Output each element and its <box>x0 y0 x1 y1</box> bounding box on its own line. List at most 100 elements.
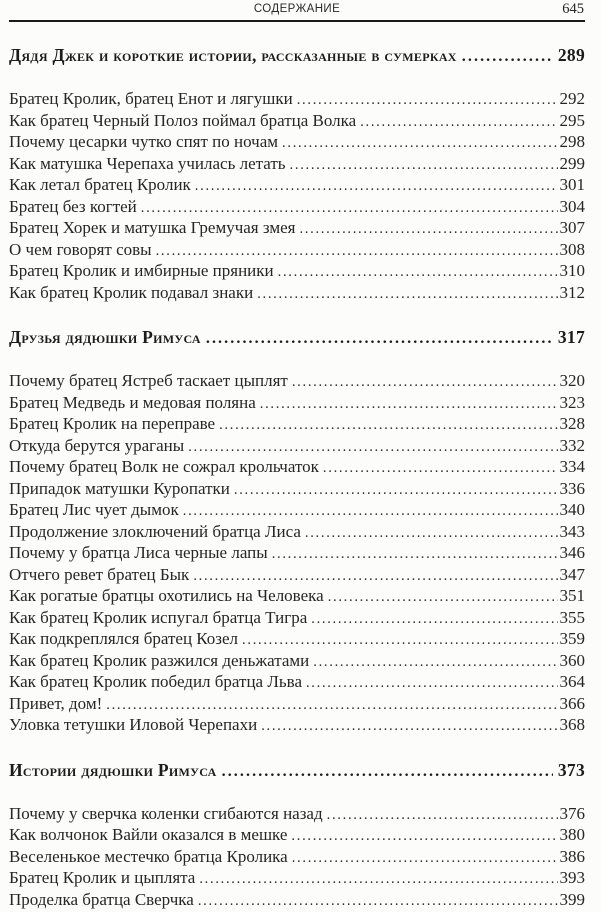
entry-page-number: 368 <box>559 715 586 734</box>
dot-leader <box>297 88 558 112</box>
toc-entry: Откуда берутся ураганы 332 <box>9 435 585 457</box>
section-heading: Дядя Джек и короткие истории, рассказанн… <box>9 44 585 68</box>
entry-title: Привет, дом! <box>9 693 103 713</box>
toc-entry: Братец Кролик и цыплята 393 <box>9 867 585 889</box>
entry-page-number: 310 <box>559 261 586 280</box>
section-page-number: 289 <box>557 45 585 65</box>
entry-title: Братец Лис чует дымок <box>9 500 179 519</box>
toc-entry: Как рогатые братцы охотились на Человека… <box>9 585 585 607</box>
entry-title: Как рогатые братцы охотились на Человека <box>9 586 324 605</box>
section-title: Истории дядюшки Римуса <box>9 759 217 780</box>
toc-section: Друзья дядюшки Римуса 317 Почему братец … <box>9 326 585 736</box>
entry-page-number: 312 <box>559 282 586 302</box>
entry-title: Почему у братца Лиса черные лапы <box>9 543 268 562</box>
dot-leader <box>260 392 558 416</box>
entry-title: Братец без когтей <box>9 196 137 216</box>
toc-entry: Братец Медведь и медовая поляна 323 <box>9 392 585 414</box>
entry-page-number: 308 <box>559 239 586 259</box>
entry-title: Продолжение злоключений братца Лиса <box>9 521 301 541</box>
entry-page-number: 364 <box>559 672 586 691</box>
section-title: Дядя Джек и короткие истории, рассказанн… <box>9 45 457 65</box>
entry-page-number: 336 <box>559 478 586 498</box>
entry-page-number: 298 <box>559 132 586 151</box>
toc-entry: Как летал братец Кролик 301 <box>9 174 585 196</box>
toc-entry: Как братец Кролик победил братца Льва 36… <box>9 671 585 693</box>
entry-title: Уловка тетушки Иловой Черепахи <box>9 715 258 734</box>
dot-leader <box>299 217 558 241</box>
entry-page-number: 340 <box>559 500 586 519</box>
toc-entry: Братец без когтей 304 <box>9 196 585 218</box>
entry-page-number: 334 <box>559 457 586 476</box>
entry-title: Как братец Кролик победил братца Льва <box>9 672 302 691</box>
dot-leader <box>292 846 558 870</box>
entry-title: Откуда берутся ураганы <box>9 435 185 455</box>
toc-entry: Почему цесарки чутко спят по ночам 298 <box>9 131 585 153</box>
entry-title: Как братец Кролик испугал братца Тигра <box>9 607 308 627</box>
dot-leader <box>282 131 558 155</box>
toc-entry: Братец Кролик, братец Енот и лягушки 292 <box>9 88 585 110</box>
entry-page-number: 320 <box>559 371 586 390</box>
toc-section: Дядя Джек и короткие истории, рассказанн… <box>9 44 585 303</box>
entry-page-number: 393 <box>559 868 586 887</box>
entry-page-number: 355 <box>559 607 586 627</box>
entry-title: Веселенькое местечко братца Кролика <box>9 846 288 866</box>
entry-page-number: 376 <box>559 803 586 823</box>
entry-title: Братец Хорек и матушка Гремучая змея <box>9 218 296 237</box>
toc-entry: Братец Кролик и имбирные пряники 310 <box>9 260 585 282</box>
dot-leader <box>188 435 558 459</box>
entry-title: Как матушка Черепаха училась летать <box>9 153 286 173</box>
entry-title: Отчего ревет братец Бык <box>9 564 190 584</box>
entry-title: Почему братец Ястреб таскает цыплят <box>9 371 288 390</box>
dot-leader <box>291 824 558 848</box>
toc-entry: Братец Хорек и матушка Гремучая змея 307 <box>9 217 585 239</box>
entry-title: Братец Кролик на переправе <box>9 414 216 433</box>
dot-leader <box>156 239 558 263</box>
dot-leader <box>257 282 558 306</box>
dot-leader <box>272 542 558 566</box>
dot-leader <box>234 478 558 502</box>
entry-list: Почему братец Ястреб таскает цыплят 320 … <box>9 370 585 736</box>
entry-page-number: 292 <box>559 89 586 108</box>
entry-page-number: 323 <box>559 392 586 412</box>
dot-leader <box>305 521 558 545</box>
dot-leader <box>206 326 553 350</box>
entry-title: Братец Медведь и медовая поляна <box>9 392 256 412</box>
section-heading: Истории дядюшки Римуса 373 <box>9 759 585 783</box>
dot-leader <box>141 196 558 220</box>
dot-leader <box>360 110 558 134</box>
toc-entry: Как волчонок Вайли оказался в мешке 380 <box>9 824 585 846</box>
toc-entry: Веселенькое местечко братца Кролика 386 <box>9 846 585 868</box>
toc-entry: Братец Лис чует дымок 340 <box>9 499 585 521</box>
entry-page-number: 347 <box>559 564 586 584</box>
entry-title: Почему цесарки чутко спят по ночам <box>9 132 279 151</box>
dot-leader <box>292 370 558 394</box>
section-title: Друзья дядюшки Римуса <box>9 327 201 347</box>
dot-leader <box>193 564 558 588</box>
dot-leader <box>222 759 553 783</box>
entry-title: Как волчонок Вайли оказался в мешке <box>9 825 288 844</box>
entry-page-number: 346 <box>559 543 586 562</box>
dot-leader <box>261 714 558 738</box>
entry-title: Как братец Кролик подавал знаки <box>9 282 254 302</box>
entry-list: Почему у сверчка коленки сгибаются назад… <box>9 803 585 911</box>
entry-page-number: 351 <box>559 586 586 605</box>
entry-title: Братец Кролик, братец Енот и лягушки <box>9 89 293 108</box>
dot-leader <box>311 607 558 631</box>
entry-page-number: 360 <box>559 650 586 670</box>
entry-page-number: 332 <box>559 435 586 455</box>
dot-leader <box>198 889 558 912</box>
entry-page-number: 399 <box>559 889 586 909</box>
entry-title: Как братец Черный Полоз поймал братца Во… <box>9 110 357 130</box>
dot-leader <box>327 803 558 827</box>
entry-page-number: 304 <box>559 196 586 216</box>
toc-entry: Привет, дом! 366 <box>9 693 585 715</box>
toc-entry: Как братец Кролик подавал знаки 312 <box>9 282 585 304</box>
toc-entry: Продолжение злоключений братца Лиса 343 <box>9 521 585 543</box>
dot-leader <box>313 650 558 674</box>
entry-page-number: 295 <box>559 110 586 130</box>
entry-page-number: 343 <box>559 521 586 541</box>
toc-entry: Проделка братца Сверчка 399 <box>9 889 585 911</box>
entry-title: Братец Кролик и цыплята <box>9 868 196 887</box>
toc-entry: Как подкреплялся братец Козел 359 <box>9 628 585 650</box>
